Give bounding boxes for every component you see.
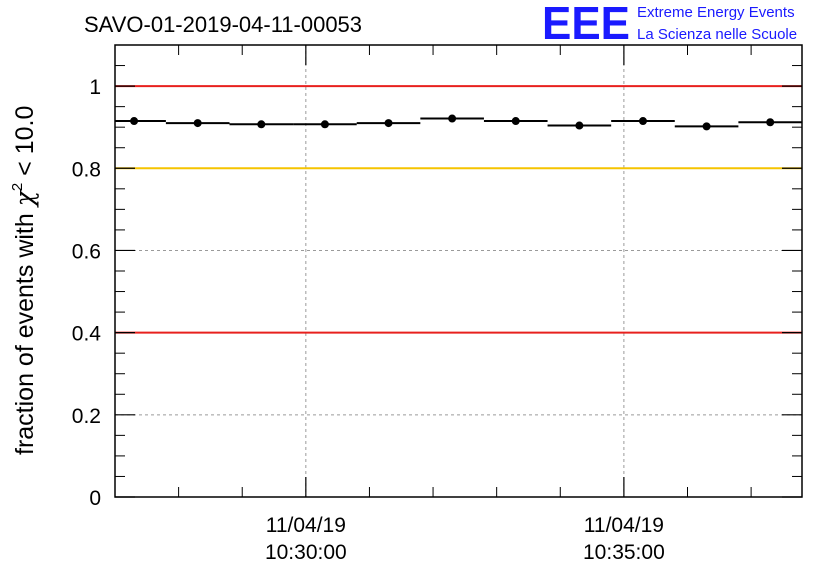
data-point (384, 119, 393, 128)
logo-line-1: Extreme Energy Events (637, 4, 795, 21)
data-point (575, 121, 584, 130)
y-tick-label: 0.2 (72, 405, 101, 428)
logo-line-2: La Scienza nelle Scuole (637, 26, 797, 43)
x-tick-date-label: 11/04/19 (266, 514, 346, 537)
logo: EEE Extreme Energy Events La Scienza nel… (542, 0, 797, 49)
data-point (511, 117, 520, 126)
y-tick-label: 1 (89, 76, 101, 99)
logo-mark: EEE (542, 0, 630, 49)
data-point (130, 117, 139, 126)
data-point (638, 117, 647, 126)
axes (114, 44, 803, 498)
x-tick-date-label: 11/04/19 (584, 514, 664, 537)
grid (115, 45, 802, 497)
y-tick-label: 0.8 (72, 158, 101, 181)
reference-lines (115, 85, 802, 334)
data-point (766, 118, 775, 127)
plot-frame (114, 44, 803, 498)
y-tick-label: 0 (89, 487, 101, 510)
y-axis-label: fraction of events with χ2 < 10.0 (9, 106, 39, 455)
chart-title: SAVO-01-2019-04-11-00053 (84, 12, 362, 37)
data-point (193, 119, 202, 128)
data-series (115, 114, 802, 131)
y-tick-label: 0.4 (72, 323, 102, 346)
data-point (320, 120, 329, 129)
tick-labels: 0 0.2 0.4 0.6 0.8 1 11/04/19 10:30:00 11/04/19 10… (72, 76, 665, 564)
x-tick-time-label: 10:30:00 (265, 541, 347, 564)
data-point (702, 122, 711, 131)
data-point (448, 114, 457, 123)
x-tick-time-label: 10:35:00 (583, 541, 665, 564)
y-tick-label: 0.6 (72, 240, 101, 263)
data-point (257, 120, 266, 129)
